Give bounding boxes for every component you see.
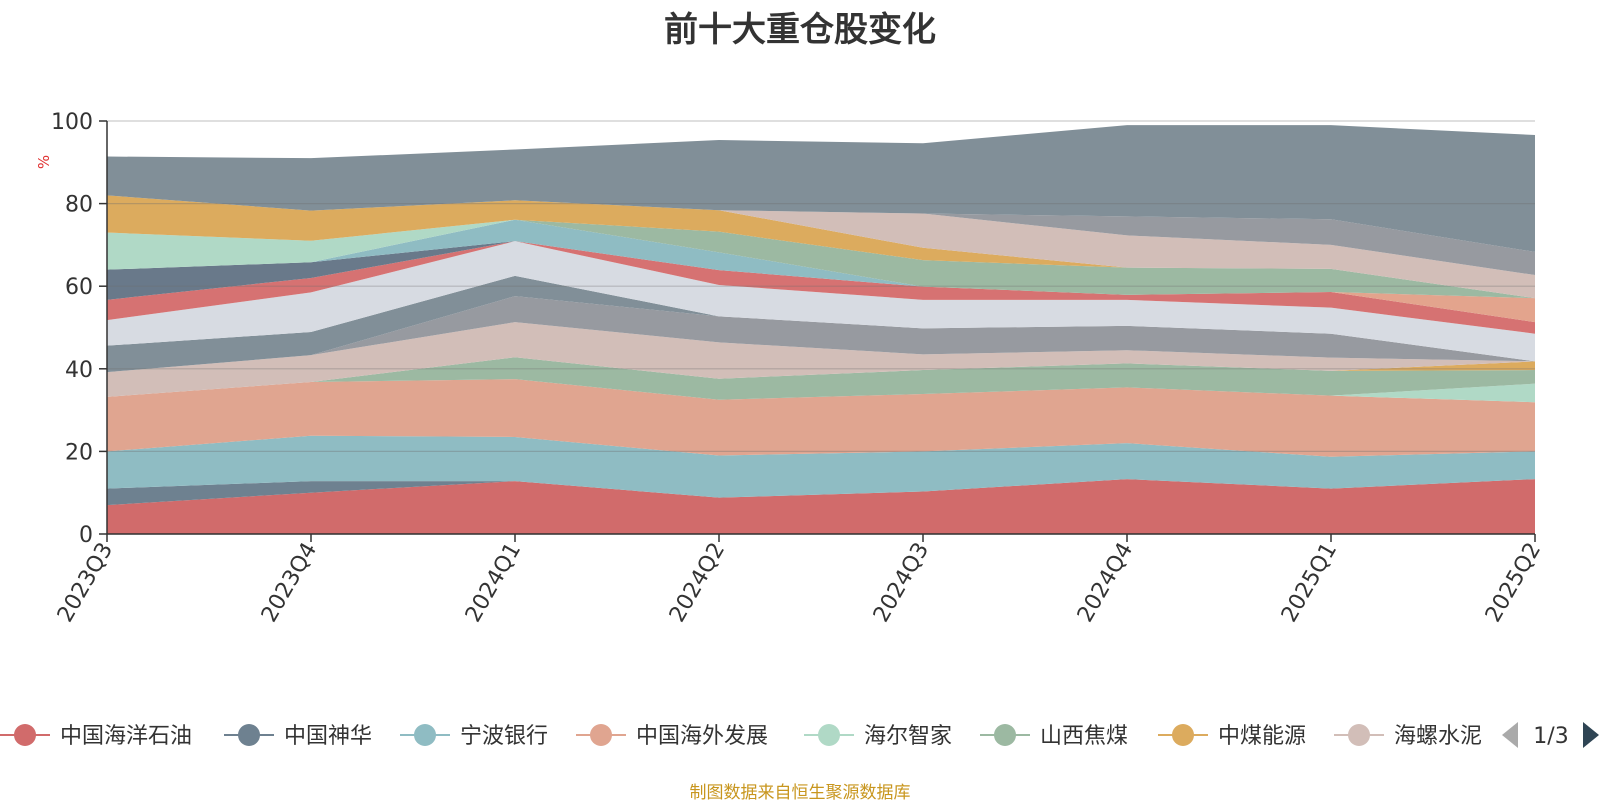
legend-label-6: 中煤能源: [1218, 724, 1306, 749]
legend-marker-6: [1172, 724, 1194, 746]
legend-marker-4: [818, 724, 840, 746]
area-series-11: [107, 241, 1535, 334]
area-series-7: [107, 322, 1535, 397]
y-tick-label-0: 0: [79, 523, 93, 548]
chart-title: 前十大重仓股变化: [664, 10, 936, 50]
legend-label-0: 中国海洋石油: [60, 724, 192, 749]
area-series-15: [107, 219, 1535, 299]
data-source-note: 制图数据来自恒生聚源数据库: [689, 783, 911, 803]
x-tick-label-2023Q3: 2023Q3: [53, 539, 118, 627]
legend-marker-1: [238, 724, 260, 746]
legend-label-7: 海螺水泥: [1394, 724, 1482, 749]
x-tick-label-2025Q2: 2025Q2: [1481, 539, 1546, 627]
area-series-14: [107, 219, 1535, 299]
area-series-0: [107, 479, 1535, 534]
legend-marker-3: [590, 724, 612, 746]
legend-label-4: 海尔智家: [864, 724, 952, 749]
legend-next-page-icon[interactable]: [1583, 722, 1599, 748]
legend: 中国海洋石油 中国神华 宁波银行 中国海外发展 海尔智家 山西焦煤 中煤能源 海螺水泥 1/3: [0, 710, 1600, 760]
legend-label-3: 中国海外发展: [636, 724, 768, 749]
x-tick-label-2024Q4: 2024Q4: [1073, 539, 1138, 627]
area-series-17: [107, 195, 1535, 299]
y-tick-label-20: 20: [65, 440, 93, 465]
area-series-5: [107, 357, 1535, 400]
legend-marker-0: [14, 724, 36, 746]
legend-label-5: 山西焦煤: [1040, 724, 1128, 749]
x-tick-label-2023Q4: 2023Q4: [257, 539, 322, 627]
area-series-9: [107, 275, 1535, 373]
legend-marker-2: [414, 724, 436, 746]
area-series-10: [107, 241, 1535, 362]
y-tick-label-80: 80: [65, 193, 93, 218]
area-layers: [107, 125, 1535, 534]
area-series-18: [107, 195, 1535, 299]
legend-marker-7: [1348, 724, 1370, 746]
area-series-20: [107, 125, 1535, 252]
legend-page-indicator: 1/3: [1533, 724, 1568, 749]
y-tick-label-40: 40: [65, 358, 93, 383]
y-tick-label-100: 100: [51, 110, 93, 135]
y-tick-label-60: 60: [65, 275, 93, 300]
x-tick-label-2024Q3: 2024Q3: [869, 539, 934, 627]
y-axis-label: %: [35, 155, 53, 169]
legend-prev-page-icon[interactable]: [1502, 722, 1518, 748]
x-tick-label-2025Q1: 2025Q1: [1277, 539, 1342, 627]
legend-marker-5: [994, 724, 1016, 746]
area-series-8: [107, 296, 1535, 373]
legend-label-1: 中国神华: [284, 724, 372, 749]
area-series-3: [107, 379, 1535, 457]
area-series-19: [107, 195, 1535, 276]
x-tick-label-2024Q1: 2024Q1: [461, 539, 526, 627]
area-series-2: [107, 435, 1535, 498]
legend-label-2: 宁波银行: [460, 724, 548, 749]
x-tick-label-2024Q2: 2024Q2: [665, 539, 730, 627]
